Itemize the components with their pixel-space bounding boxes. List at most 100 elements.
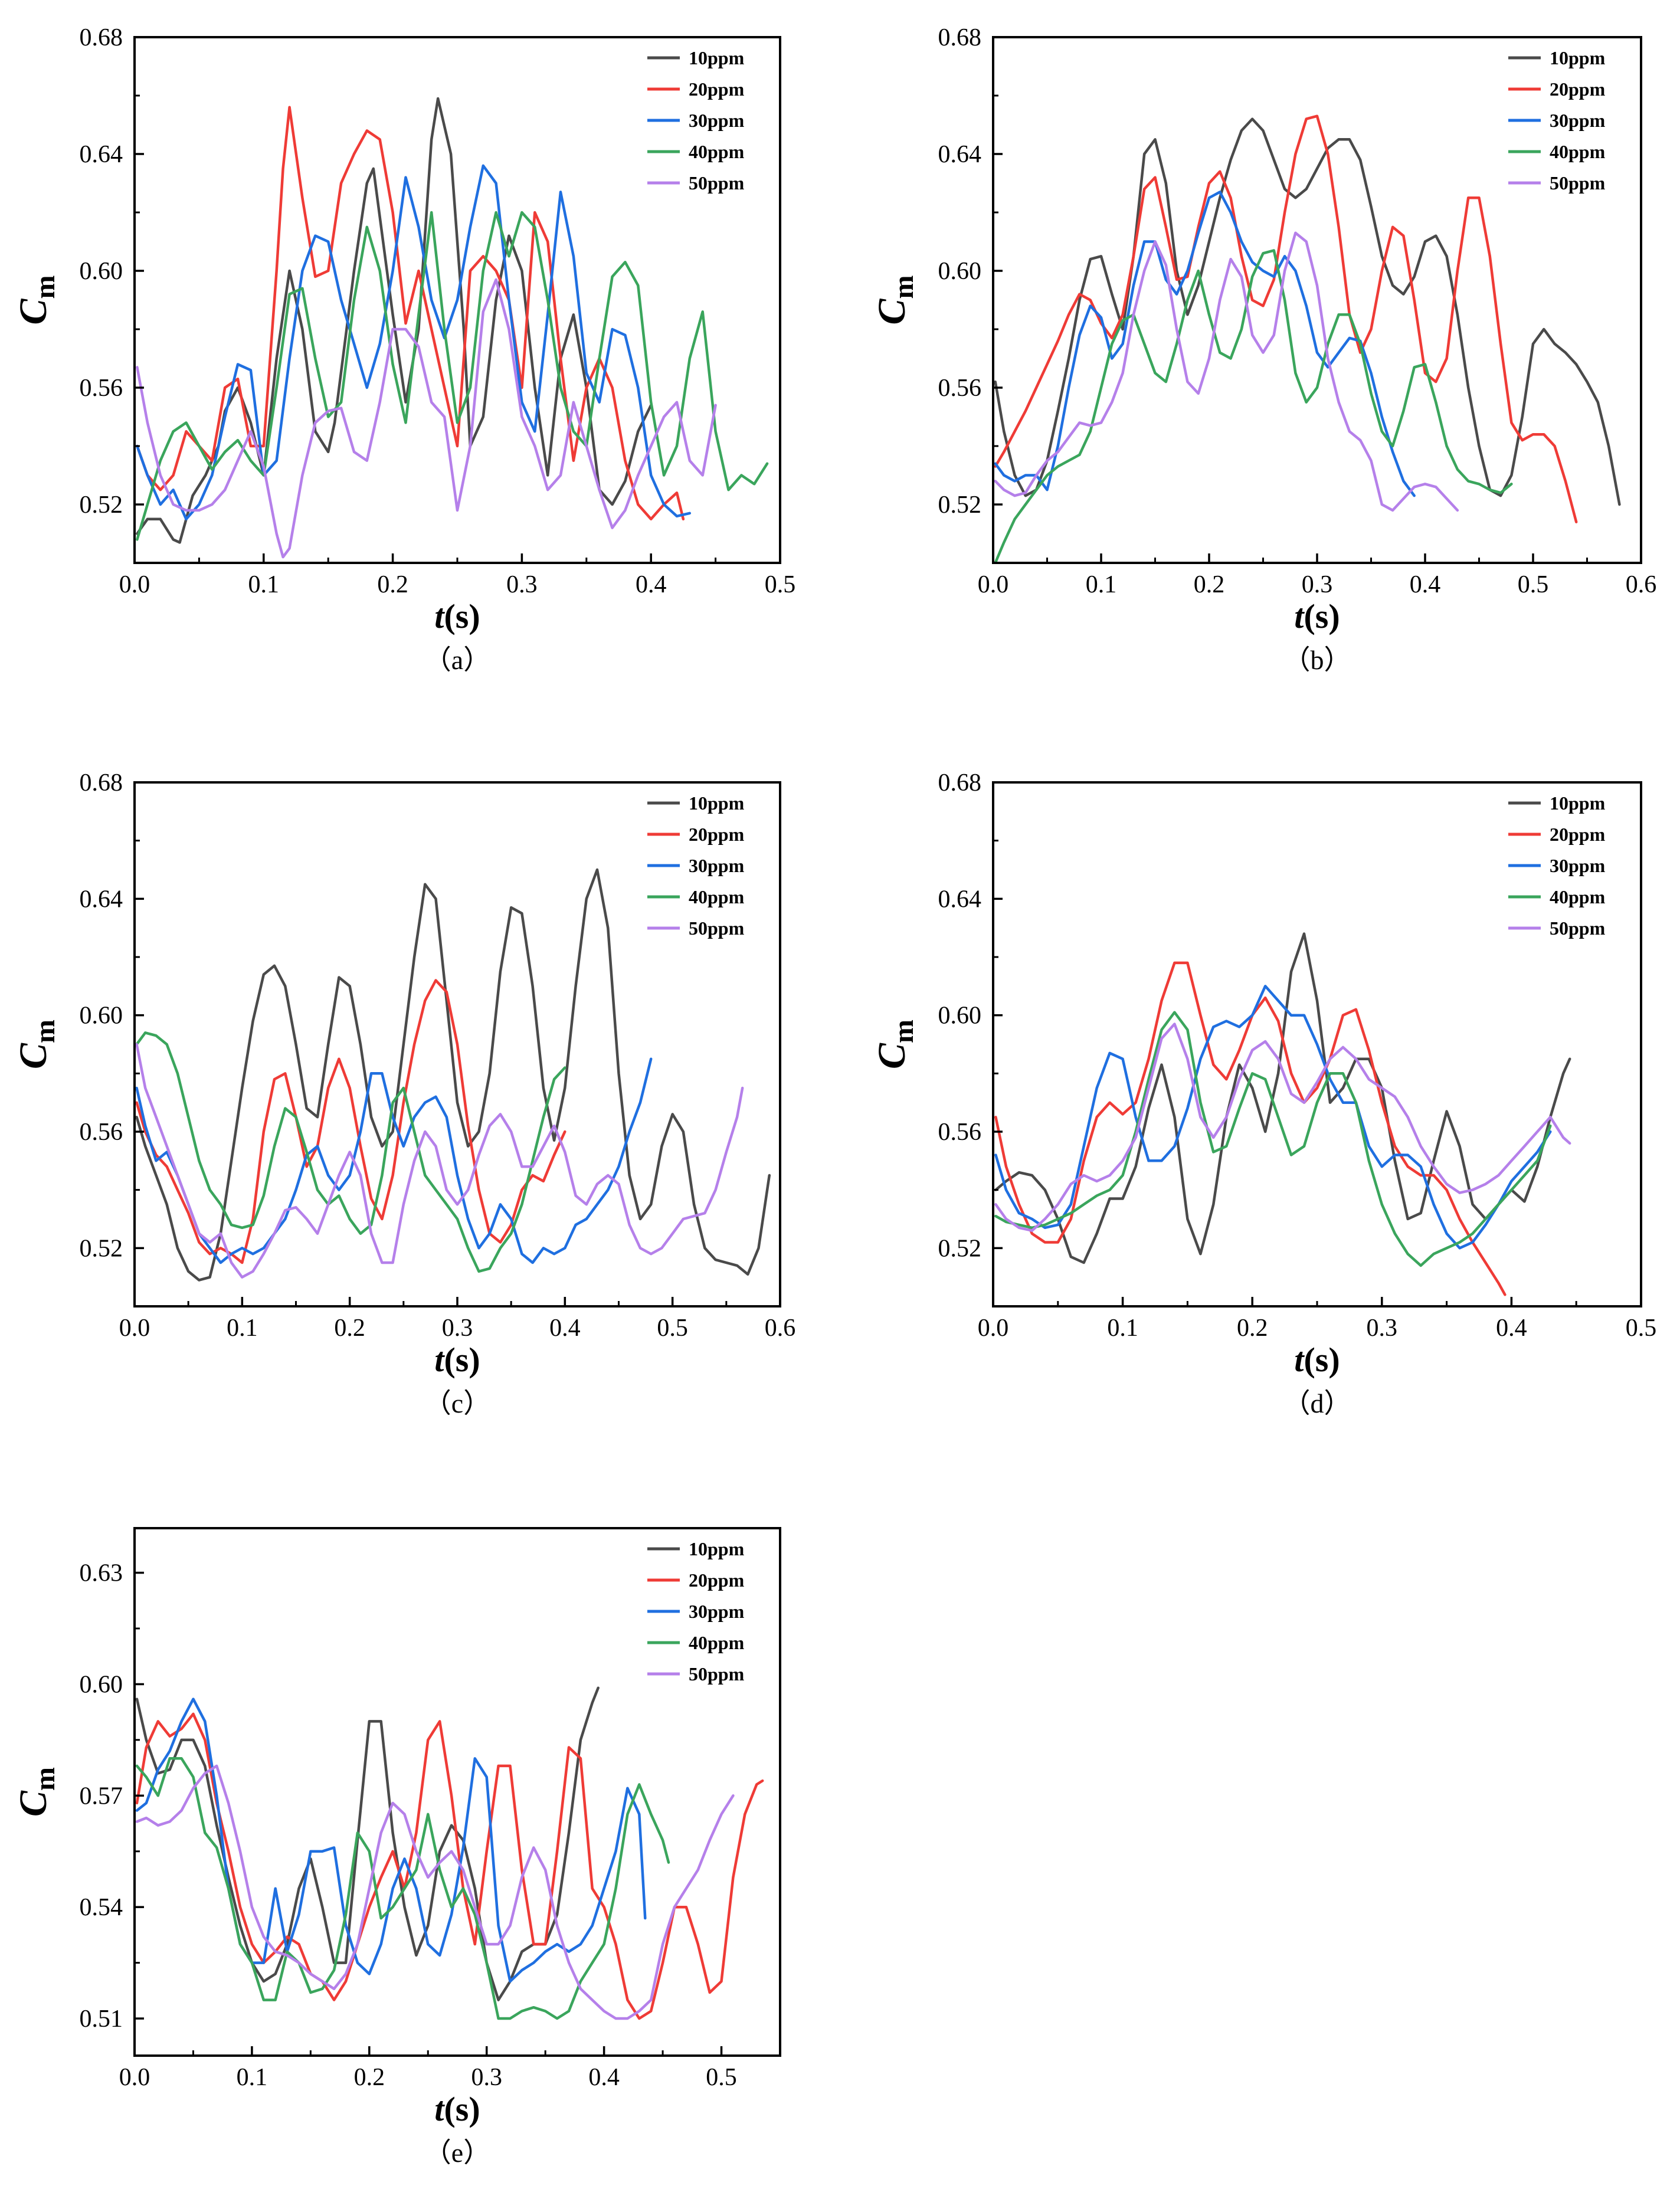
y-tick-label: 0.56 — [80, 1119, 123, 1146]
y-tick-label: 0.56 — [938, 375, 982, 402]
series-line-40ppm — [994, 249, 1513, 563]
y-tick-label: 0.54 — [80, 1894, 123, 1921]
axes-frame — [133, 1527, 781, 2057]
panel-caption: （e） — [424, 2138, 490, 2168]
legend-label: 30ppm — [689, 855, 745, 876]
x-tick-label: 0.5 — [1518, 571, 1549, 598]
y-tick-label: 0.68 — [80, 769, 123, 797]
legend-label: 20ppm — [1550, 824, 1606, 845]
series-line-50ppm — [135, 1764, 735, 2020]
series-line-50ppm — [994, 1023, 1571, 1232]
x-tick-label: 0.5 — [1626, 1315, 1657, 1342]
legend-label: 50ppm — [1550, 917, 1606, 939]
x-tick-label: 0.0 — [978, 1315, 1009, 1342]
y-axis-label: Cm — [12, 1020, 61, 1069]
y-tick-label: 0.57 — [80, 1782, 123, 1810]
series-line-40ppm — [135, 1031, 566, 1273]
x-tick-label: 0.6 — [765, 1315, 796, 1342]
legend-label: 20ppm — [689, 1569, 745, 1591]
x-tick-label: 0.2 — [377, 571, 408, 598]
series-line-20ppm — [994, 114, 1578, 523]
legend-label: 50ppm — [1550, 172, 1606, 194]
y-tick-label: 0.52 — [938, 1235, 982, 1262]
series-line-20ppm — [135, 1712, 764, 2020]
x-tick-label: 0.1 — [1107, 1315, 1138, 1342]
y-tick-label: 0.64 — [938, 886, 982, 913]
y-axis-label: Cm — [12, 1767, 61, 1817]
y-tick-label: 0.52 — [938, 491, 982, 519]
x-tick-label: 0.5 — [706, 2064, 737, 2091]
y-tick-label: 0.60 — [80, 1002, 123, 1030]
series-line-30ppm — [136, 164, 692, 521]
x-tick-label: 0.5 — [765, 571, 796, 598]
x-tick-label: 0.1 — [1086, 571, 1117, 598]
legend-label: 40ppm — [1550, 886, 1606, 907]
legend-label: 10ppm — [689, 47, 745, 68]
y-tick-label: 0.68 — [938, 24, 982, 51]
y-tick-label: 0.60 — [938, 1002, 982, 1030]
chart-panel-a: 0.0 0.1 0.2 0.3 0.4 0.5 0.52 0.56 0.60 0.64 0.68 t(… — [12, 24, 795, 675]
y-tick-label: 0.64 — [938, 141, 982, 168]
x-tick-label: 0.0 — [119, 2064, 150, 2091]
legend-label: 40ppm — [689, 886, 745, 907]
series-line-50ppm — [136, 278, 717, 559]
x-tick-label: 0.4 — [588, 2064, 620, 2091]
legend-label: 50ppm — [689, 1663, 745, 1685]
y-axis-label: Cm — [870, 1020, 919, 1069]
y-tick-label: 0.64 — [80, 886, 123, 913]
series-line-40ppm — [136, 211, 769, 541]
y-tick-label: 0.60 — [938, 258, 982, 285]
x-tick-label: 0.2 — [334, 1315, 365, 1342]
x-tick-label: 0.4 — [549, 1315, 581, 1342]
y-tick-label: 0.60 — [80, 258, 123, 285]
series-line-30ppm — [994, 191, 1416, 497]
legend-label: 30ppm — [689, 110, 745, 131]
y-tick-label: 0.51 — [80, 2006, 123, 2033]
x-tick-label: 0.3 — [442, 1315, 473, 1342]
series-line-20ppm — [136, 106, 685, 521]
legend-label: 10ppm — [1550, 792, 1606, 814]
series-line-40ppm — [135, 1757, 670, 2020]
x-tick-label: 0.1 — [248, 571, 280, 598]
series-line-20ppm — [135, 979, 566, 1264]
series-line-30ppm — [994, 985, 1552, 1250]
y-tick-label: 0.56 — [938, 1119, 982, 1146]
y-tick-label: 0.64 — [80, 141, 123, 168]
y-tick-label: 0.56 — [80, 375, 123, 402]
legend-label: 40ppm — [689, 141, 745, 162]
panel-caption: （c） — [424, 1388, 490, 1418]
y-tick-label: 0.52 — [80, 491, 123, 519]
y-tick-label: 0.60 — [80, 1671, 123, 1698]
x-tick-label: 0.1 — [237, 2064, 268, 2091]
plot-area — [994, 114, 1621, 563]
y-axis-label: Cm — [870, 275, 919, 325]
plot-area — [136, 97, 769, 559]
x-tick-label: 0.2 — [1237, 1315, 1268, 1342]
chart-panel-c: 0.0 0.1 0.2 0.3 0.4 0.5 0.6 0.52 0.56 0.60 0.64 0.6… — [12, 769, 795, 1418]
legend-label: 30ppm — [689, 1601, 745, 1622]
series-line-30ppm — [135, 1057, 653, 1264]
legend-label: 10ppm — [1550, 47, 1606, 68]
x-tick-label: 0.3 — [1367, 1315, 1398, 1342]
plot-area — [994, 932, 1571, 1296]
y-tick-label: 0.68 — [80, 24, 123, 51]
x-tick-label: 0.4 — [1496, 1315, 1527, 1342]
legend-label: 40ppm — [1550, 141, 1606, 162]
x-tick-label: 0.2 — [1194, 571, 1225, 598]
legend-label: 50ppm — [689, 917, 745, 939]
series-line-10ppm — [994, 932, 1571, 1264]
x-tick-label: 0.0 — [978, 571, 1009, 598]
x-tick-label: 0.2 — [354, 2064, 385, 2091]
y-tick-label: 0.68 — [938, 769, 982, 797]
x-axis-label: t(s) — [1294, 1341, 1340, 1379]
legend-label: 50ppm — [689, 172, 745, 194]
x-tick-label: 0.3 — [1302, 571, 1333, 598]
series-line-40ppm — [994, 1011, 1552, 1267]
panel-caption: （a） — [424, 645, 490, 675]
x-tick-label: 0.3 — [506, 571, 538, 598]
x-tick-label: 0.0 — [119, 1315, 150, 1342]
x-tick-label: 0.6 — [1626, 571, 1657, 598]
legend-label: 30ppm — [1550, 110, 1606, 131]
chart-panel-b: 0.0 0.1 0.2 0.3 0.4 0.5 0.6 0.52 0.56 0.60 0.64 0.6… — [870, 24, 1656, 675]
